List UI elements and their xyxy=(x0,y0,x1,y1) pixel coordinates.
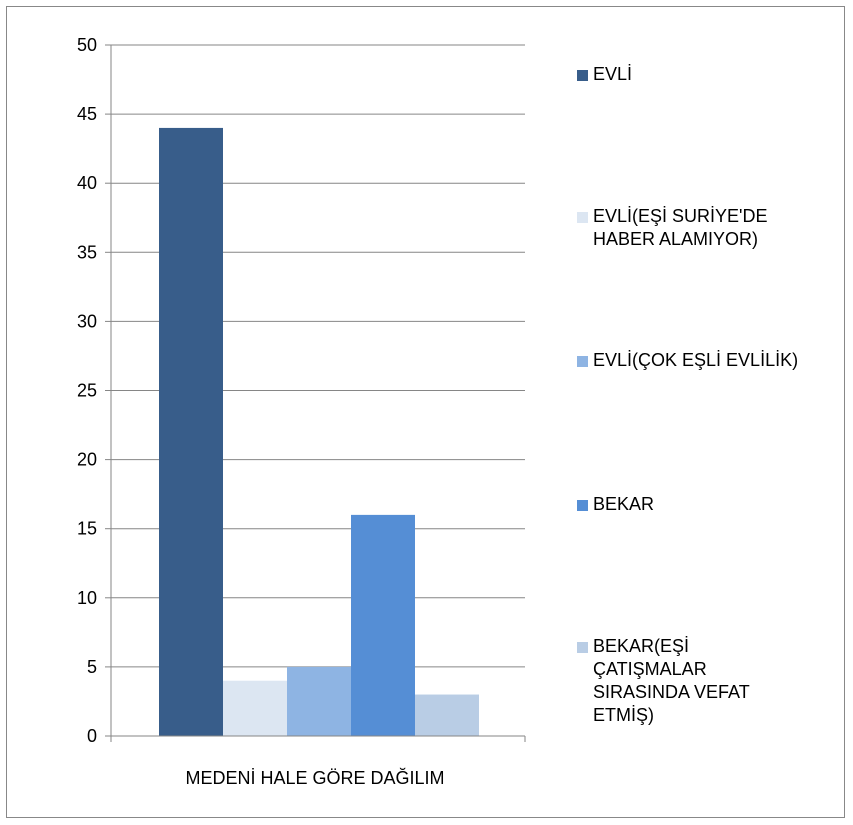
y-tick-label: 10 xyxy=(77,588,97,608)
legend-item: BEKAR xyxy=(577,493,654,516)
legend: EVLİ EVLİ(EŞİ SURİYE'DE HABER ALAMIYOR) EV… xyxy=(577,7,847,807)
y-tick-labels: 0 5 10 15 20 25 30 35 40 45 50 xyxy=(77,35,97,746)
legend-swatch xyxy=(577,212,588,223)
y-tick-label: 0 xyxy=(87,726,97,746)
bar xyxy=(287,666,351,736)
legend-swatch xyxy=(577,356,588,367)
y-tick-label: 45 xyxy=(77,104,97,124)
bar xyxy=(351,514,415,736)
bar xyxy=(223,680,287,736)
axes xyxy=(105,44,526,742)
bars xyxy=(159,127,479,737)
y-tick-label: 50 xyxy=(77,35,97,55)
y-tick-label: 5 xyxy=(87,657,97,677)
y-tick-label: 40 xyxy=(77,173,97,193)
legend-label: EVLİ(ÇOK EŞLİ EVLİLİK) xyxy=(593,350,799,370)
legend-swatch xyxy=(577,642,588,653)
bar-chart: 0 5 10 15 20 25 30 35 40 45 50 MEDENİ HALE GÖRE DA… xyxy=(77,35,526,788)
legend-item: EVLİ(EŞİ SURİYE'DE HABER ALAMIYOR) xyxy=(577,205,768,251)
legend-label: EVLİ(EŞİ SURİYE'DE HABER ALAMIYOR) xyxy=(593,206,768,249)
legend-label: BEKAR(EŞİ ÇATIŞMALAR SIRASINDA VEFAT ETM… xyxy=(593,636,750,725)
y-tick-label: 35 xyxy=(77,242,97,262)
chart-frame: 0 5 10 15 20 25 30 35 40 45 50 MEDENİ HALE GÖRE DA… xyxy=(6,6,845,818)
legend-item: BEKAR(EŞİ ÇATIŞMALAR SIRASINDA VEFAT ETM… xyxy=(577,635,750,727)
y-tick-label: 15 xyxy=(77,519,97,539)
x-category-label: MEDENİ HALE GÖRE DAĞILIM xyxy=(185,767,444,788)
y-tick-label: 25 xyxy=(77,381,97,401)
y-tick-label: 30 xyxy=(77,311,97,331)
legend-label: EVLİ xyxy=(593,64,633,84)
legend-label: BEKAR xyxy=(593,494,655,514)
legend-item: EVLİ xyxy=(577,63,632,86)
x-category-labels: MEDENİ HALE GÖRE DAĞILIM xyxy=(185,767,444,788)
legend-swatch xyxy=(577,500,588,511)
bar xyxy=(159,127,223,737)
bar xyxy=(415,694,479,736)
y-tick-label: 20 xyxy=(77,450,97,470)
legend-swatch xyxy=(577,70,588,81)
legend-item: EVLİ(ÇOK EŞLİ EVLİLİK) xyxy=(577,349,798,372)
